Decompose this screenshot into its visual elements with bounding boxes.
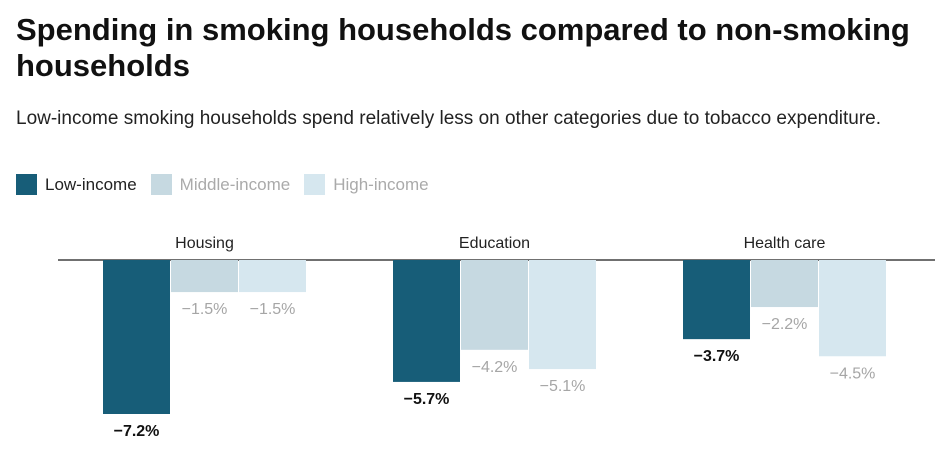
category-label: Housing	[175, 235, 234, 252]
legend-swatch	[304, 174, 326, 195]
data-label: −5.7%	[404, 391, 450, 408]
bar	[819, 260, 886, 357]
legend-item-low-income: Low-income	[16, 174, 137, 195]
bar	[751, 260, 818, 308]
category-label: Health care	[744, 235, 826, 252]
legend-swatch	[16, 174, 37, 195]
data-label: −7.2%	[114, 423, 160, 440]
bar	[393, 260, 460, 382]
legend-item-middle-income: Middle-income	[150, 174, 291, 195]
bar	[461, 260, 528, 350]
bar	[529, 260, 596, 370]
chart-title: Spending in smoking households compared …	[16, 12, 910, 83]
bar	[103, 260, 170, 414]
data-label: −1.5%	[250, 301, 296, 318]
data-label: −3.7%	[694, 348, 740, 365]
data-label: −4.5%	[830, 365, 876, 382]
chart-subtitle: Low-income smoking households spend rela…	[16, 108, 882, 129]
data-label: −2.2%	[762, 316, 808, 333]
bar	[239, 260, 306, 293]
legend-label: Low-income	[45, 174, 137, 194]
legend-label: Middle-income	[179, 174, 291, 194]
data-label: −4.2%	[472, 359, 518, 376]
legend-swatch	[150, 174, 172, 195]
bar	[171, 260, 238, 293]
legend: Low-income Middle-income High-income	[16, 174, 443, 195]
data-label: −5.1%	[540, 378, 586, 395]
bar	[683, 260, 750, 340]
legend-item-high-income: High-income	[304, 174, 429, 195]
data-label: −1.5%	[182, 301, 228, 318]
legend-label: High-income	[333, 174, 429, 194]
category-label: Education	[459, 235, 530, 252]
